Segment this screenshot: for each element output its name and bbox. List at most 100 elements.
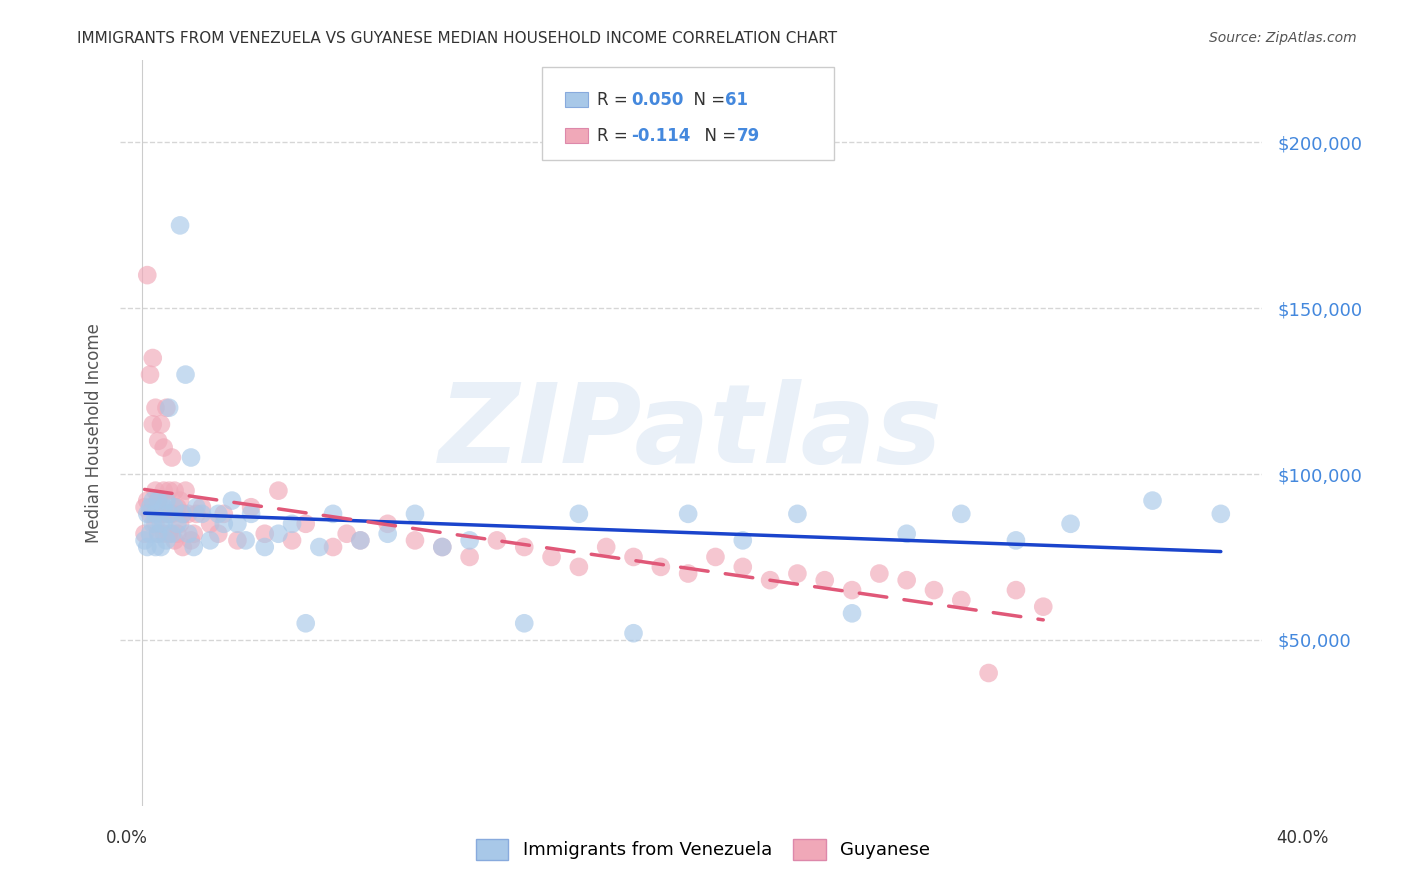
Point: [513, 616, 536, 631]
Point: [145, 483, 167, 498]
Point: [172, 507, 194, 521]
Point: [174, 368, 197, 382]
Point: [568, 507, 591, 521]
Point: [676, 566, 699, 581]
Point: [136, 493, 159, 508]
Point: [139, 368, 162, 382]
Point: [155, 493, 177, 508]
Point: [139, 507, 162, 521]
Point: [294, 516, 316, 531]
Point: [155, 507, 177, 521]
Text: 61: 61: [725, 91, 748, 109]
Text: 0.050: 0.050: [631, 91, 683, 109]
Point: [148, 526, 170, 541]
Point: [139, 526, 162, 541]
Text: 0.0%: 0.0%: [105, 829, 148, 847]
Point: [950, 593, 973, 607]
Point: [485, 533, 508, 548]
Point: [191, 507, 214, 521]
Point: [240, 500, 263, 515]
Point: [212, 507, 235, 521]
Point: [166, 526, 188, 541]
Point: [177, 526, 200, 541]
Point: [294, 616, 316, 631]
Text: Source: ZipAtlas.com: Source: ZipAtlas.com: [1209, 31, 1357, 45]
Point: [160, 450, 183, 465]
Point: [1005, 583, 1028, 598]
Point: [186, 500, 208, 515]
Point: [253, 540, 276, 554]
Point: [163, 483, 186, 498]
Point: [148, 526, 170, 541]
Point: [136, 268, 159, 282]
Point: [191, 500, 214, 515]
Point: [676, 507, 699, 521]
Point: [152, 500, 174, 515]
Point: [458, 533, 481, 548]
Point: [1209, 507, 1232, 521]
Point: [704, 549, 727, 564]
Point: [253, 526, 276, 541]
Point: [950, 507, 973, 521]
Point: [166, 500, 188, 515]
Point: [207, 507, 229, 521]
Point: [308, 540, 330, 554]
Y-axis label: Median Household Income: Median Household Income: [86, 323, 103, 542]
Point: [149, 516, 172, 531]
Point: [868, 566, 890, 581]
Point: [142, 493, 165, 508]
FancyBboxPatch shape: [543, 67, 834, 161]
FancyBboxPatch shape: [565, 128, 588, 143]
Point: [174, 483, 197, 498]
Point: [623, 626, 645, 640]
Point: [432, 540, 454, 554]
Text: R =: R =: [598, 127, 633, 145]
Point: [226, 516, 249, 531]
Text: ZIPatlas: ZIPatlas: [439, 379, 943, 486]
Point: [786, 566, 808, 581]
Point: [149, 507, 172, 521]
Point: [183, 526, 205, 541]
Point: [136, 507, 159, 521]
Point: [148, 434, 170, 448]
Point: [149, 540, 172, 554]
Point: [134, 526, 156, 541]
Point: [1059, 516, 1081, 531]
FancyBboxPatch shape: [565, 92, 588, 107]
Point: [198, 533, 221, 548]
Point: [166, 516, 188, 531]
Point: [977, 665, 1000, 680]
Point: [180, 533, 202, 548]
Point: [152, 526, 174, 541]
Point: [152, 441, 174, 455]
Point: [163, 500, 186, 515]
Point: [1032, 599, 1054, 614]
Point: [623, 549, 645, 564]
Text: 79: 79: [737, 127, 759, 145]
Point: [169, 516, 191, 531]
Point: [157, 483, 180, 498]
Point: [148, 493, 170, 508]
Text: -0.114: -0.114: [631, 127, 690, 145]
Point: [731, 533, 754, 548]
Point: [568, 560, 591, 574]
Point: [221, 493, 243, 508]
Point: [152, 516, 174, 531]
Text: N =: N =: [695, 127, 742, 145]
Point: [841, 583, 863, 598]
Point: [336, 526, 359, 541]
Point: [142, 417, 165, 432]
Point: [404, 533, 426, 548]
Point: [172, 507, 194, 521]
Point: [134, 533, 156, 548]
Text: R =: R =: [598, 91, 633, 109]
Point: [152, 483, 174, 498]
Text: IMMIGRANTS FROM VENEZUELA VS GUYANESE MEDIAN HOUSEHOLD INCOME CORRELATION CHART: IMMIGRANTS FROM VENEZUELA VS GUYANESE ME…: [77, 31, 838, 46]
Point: [160, 507, 183, 521]
Point: [163, 533, 186, 548]
Point: [145, 507, 167, 521]
Point: [281, 516, 304, 531]
Point: [134, 500, 156, 515]
Point: [212, 516, 235, 531]
Point: [183, 540, 205, 554]
